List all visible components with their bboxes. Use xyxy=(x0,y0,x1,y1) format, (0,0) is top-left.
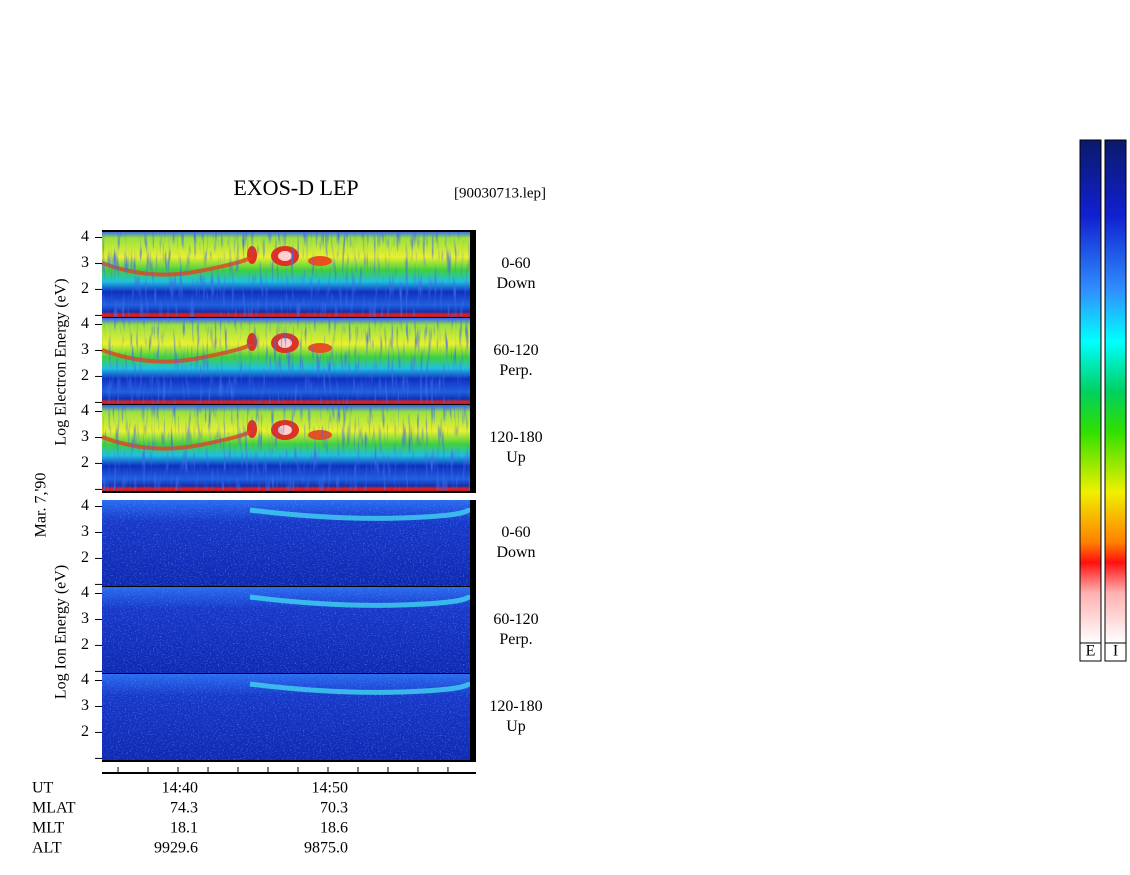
y-tick-label: 3 xyxy=(81,341,89,358)
panel-edge xyxy=(470,318,476,405)
chart-title: EXOS-D LEP xyxy=(233,175,358,200)
color-bar xyxy=(1104,139,1127,644)
y-tick-label: 4 xyxy=(81,402,89,419)
file-label: [90030713.lep] xyxy=(454,185,546,201)
panel-edge xyxy=(470,500,476,587)
orbit-value: 9929.6 xyxy=(154,840,198,857)
orbit-value: 74.3 xyxy=(170,800,198,817)
y-tick-label: 3 xyxy=(81,254,89,271)
spectrogram-texture xyxy=(102,500,470,587)
y-tick-label: 3 xyxy=(81,523,89,540)
x-tick-label: 14:50 xyxy=(312,780,348,797)
panel-label: Perp. xyxy=(499,631,532,648)
panel-label: 0-60 xyxy=(501,255,530,272)
panel-label: Up xyxy=(506,718,526,735)
y-tick-label: 2 xyxy=(81,367,89,384)
y-tick-label: 2 xyxy=(81,454,89,471)
orbit-row-label: MLT xyxy=(32,820,65,837)
spectrogram-texture xyxy=(102,405,470,492)
y-tick-label: 4 xyxy=(81,228,89,245)
color-bar-label: E xyxy=(1086,643,1096,660)
spectrogram-texture xyxy=(102,231,470,318)
panel-label: Down xyxy=(496,544,535,561)
y-tick-label: 3 xyxy=(81,428,89,445)
y-tick-label: 4 xyxy=(81,671,89,688)
spectrogram-texture xyxy=(102,587,470,674)
panel-label: 60-120 xyxy=(493,611,538,628)
panels: 2 3 4 0-60 Down 2 3 4 60-120 Perp. 2 3 4 120-180 Up 2 3 4… xyxy=(32,228,543,857)
y-tick-label: 2 xyxy=(81,636,89,653)
orbit-row-label: UT xyxy=(32,780,54,797)
spectrogram-texture xyxy=(102,674,470,761)
panel-edge xyxy=(470,405,476,492)
panel-label: 60-120 xyxy=(493,342,538,359)
y-tick-label: 2 xyxy=(81,723,89,740)
ion-axis-label: Log Ion Energy (eV) xyxy=(53,565,70,699)
y-tick-label: 4 xyxy=(81,497,89,514)
orbit-row-label: ALT xyxy=(32,840,62,857)
panel-label: Perp. xyxy=(499,362,532,379)
y-tick-label: 2 xyxy=(81,549,89,566)
date-label: Mar. 7,'90 xyxy=(33,473,50,538)
y-tick-label: 3 xyxy=(81,697,89,714)
panel-edge xyxy=(470,231,476,318)
panel-edge xyxy=(470,674,476,761)
panel-label: 0-60 xyxy=(501,524,530,541)
color-bar-label: I xyxy=(1113,643,1118,660)
orbit-value: 9875.0 xyxy=(304,840,348,857)
orbit-value: 18.6 xyxy=(320,820,348,837)
orbit-value: 18.1 xyxy=(170,820,198,837)
panel-label: 120-180 xyxy=(489,698,542,715)
color-bar xyxy=(1079,139,1102,644)
orbit-value: 70.3 xyxy=(320,800,348,817)
y-tick-label: 2 xyxy=(81,280,89,297)
panel-label: Down xyxy=(496,275,535,292)
electron-axis-label: Log Electron Energy (eV) xyxy=(53,278,70,445)
y-tick-label: 4 xyxy=(81,315,89,332)
orbit-row-label: MLAT xyxy=(32,800,76,817)
y-tick-label: 4 xyxy=(81,584,89,601)
panel-label: 120-180 xyxy=(489,429,542,446)
panel-edge xyxy=(470,587,476,674)
x-tick-label: 14:40 xyxy=(162,780,198,797)
y-tick-label: 3 xyxy=(81,610,89,627)
spectrogram-texture xyxy=(102,318,470,405)
panel-label: Up xyxy=(506,449,526,466)
color-bar-box xyxy=(1079,642,1102,662)
color-bar-box xyxy=(1104,642,1127,662)
